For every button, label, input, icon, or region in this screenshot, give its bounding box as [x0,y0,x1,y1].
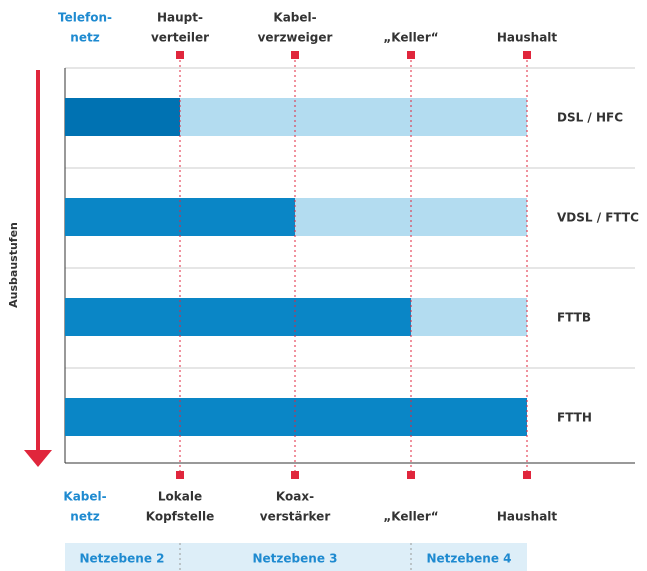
node-label: Haushalt [497,31,558,45]
fiber-segment [65,298,411,336]
level-label: Netzebene 4 [427,552,512,566]
stage-arrow-head [24,450,52,467]
node-label: Lokale [158,490,202,504]
row-label: VDSL / FTTC [557,211,639,225]
node-marker [523,51,531,59]
node-label: „Keller“ [383,31,438,45]
fiber-segment [65,98,180,136]
axis-label: Ausbaustufen [7,222,20,308]
node-label: Kabel- [63,490,106,504]
row-label: FTTB [557,311,591,325]
node-label: Kopfstelle [146,510,215,524]
node-label: verzweiger [258,31,333,45]
node-label: Haupt- [157,11,203,25]
node-label: netz [70,510,99,524]
node-marker [407,51,415,59]
row-label: FTTH [557,411,592,425]
node-marker [291,51,299,59]
node-marker [523,471,531,479]
node-marker [407,471,415,479]
fiber-segment [65,398,527,436]
node-label: Kabel- [273,11,316,25]
node-label: netz [70,31,99,45]
node-marker [291,471,299,479]
node-label: verteiler [151,31,209,45]
node-label: Haushalt [497,510,558,524]
row-label: DSL / HFC [557,111,623,125]
node-label: verstärker [260,510,331,524]
node-marker [176,471,184,479]
node-label: Koax- [276,490,314,504]
level-label: Netzebene 2 [80,552,165,566]
node-label: „Keller“ [383,510,438,524]
node-label: Telefon- [58,11,112,25]
level-label: Netzebene 3 [253,552,338,566]
node-marker [176,51,184,59]
level-band [65,543,527,571]
